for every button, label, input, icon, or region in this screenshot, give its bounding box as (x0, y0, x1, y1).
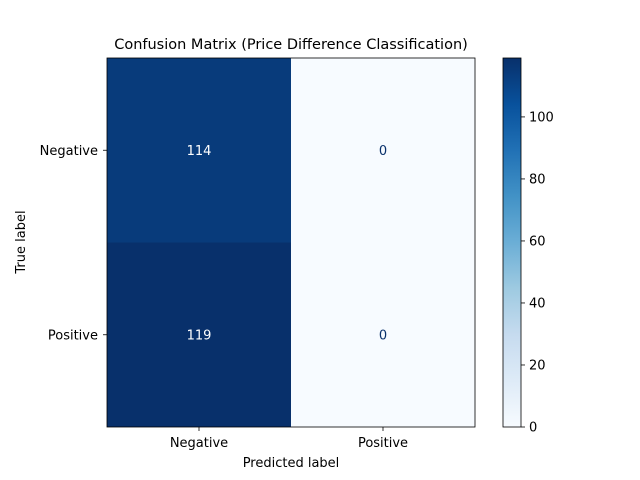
y-axis-label: True label (14, 210, 29, 274)
cell-value-label: 0 (379, 328, 387, 343)
colorbar-tick-label: 20 (529, 358, 546, 373)
matrix-cells: 114 0 119 0 (107, 58, 475, 427)
colorbar-tick-label: 60 (529, 234, 546, 249)
x-tick-label: Negative (170, 436, 228, 451)
matrix-frame (106, 57, 476, 428)
cell-value-label: 0 (379, 144, 387, 159)
colorbar-tick-label: 0 (529, 421, 537, 436)
x-axis-label: Predicted label (243, 456, 340, 471)
colorbar-tick-label: 40 (529, 296, 546, 311)
cell-value-label: 114 (187, 144, 212, 159)
matrix-cell (107, 242, 291, 427)
matrix-cell (291, 58, 475, 243)
colorbar (502, 57, 522, 428)
y-axis-ticks: Negative Positive (40, 144, 107, 343)
y-tick-label: Negative (40, 144, 98, 159)
colorbar-ticks: 0 20 40 60 80 100 (521, 110, 554, 436)
matrix-cell (291, 242, 475, 427)
x-tick-label: Positive (358, 436, 408, 451)
matrix-cell (107, 58, 291, 243)
colorbar-tick-label: 100 (529, 110, 554, 125)
chart-title: Confusion Matrix (Price Difference Class… (114, 37, 468, 53)
cell-value-label: 119 (187, 328, 212, 343)
colorbar-tick-label: 80 (529, 172, 546, 187)
y-tick-label: Positive (48, 328, 98, 343)
x-axis-ticks: Negative Positive (170, 427, 408, 451)
